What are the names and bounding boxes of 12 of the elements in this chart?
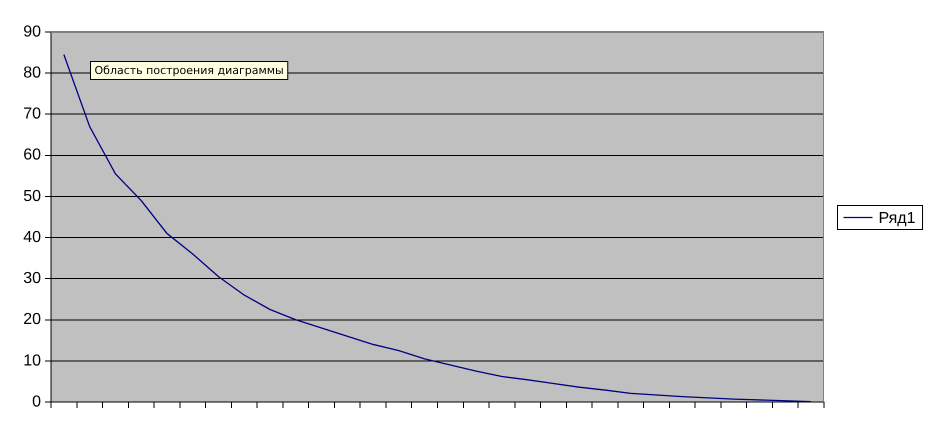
- y-tick-label: 60: [23, 146, 42, 164]
- y-tick-label: 80: [23, 64, 42, 82]
- y-tick-label: 50: [23, 188, 42, 205]
- legend-label: Ряд1: [878, 210, 916, 227]
- y-tick-label: 70: [23, 106, 42, 123]
- annotation: Область построения диаграммы: [94, 64, 284, 77]
- y-tick-label: 10: [23, 352, 42, 370]
- y-tick-label: 90: [23, 23, 42, 40]
- y-tick-label: 0: [32, 393, 42, 410]
- y-tick-label: 30: [23, 270, 42, 288]
- y-tick-label: 40: [23, 228, 42, 246]
- y-tick-label: 20: [23, 311, 42, 328]
